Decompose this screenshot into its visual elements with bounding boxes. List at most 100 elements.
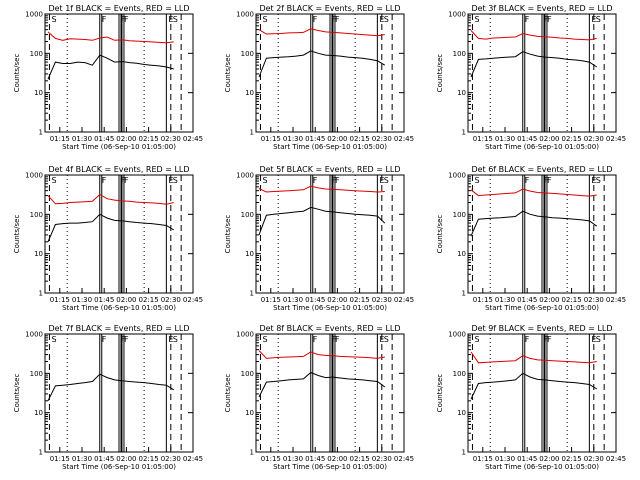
- marker-label: S: [262, 176, 267, 185]
- x-tick-label: 01:45: [305, 296, 325, 304]
- x-tick-label: 02:45: [183, 296, 203, 304]
- x-tick-label: 01:15: [50, 296, 70, 304]
- series-events-line: [470, 210, 598, 237]
- marker-label: S: [596, 176, 601, 185]
- x-tick-label: 02:15: [350, 455, 370, 463]
- marker-label: F: [547, 176, 552, 185]
- marker-label: F: [335, 335, 340, 344]
- x-tick-label: 02:00: [116, 455, 136, 463]
- marker-label: F: [102, 15, 107, 24]
- y-tick-label: 1000: [236, 172, 254, 180]
- marker-label: F: [547, 335, 552, 344]
- x-tick-label: 02:00: [327, 296, 347, 304]
- x-tick-label: 02:15: [139, 455, 159, 463]
- x-tick-label: 02:45: [606, 455, 626, 463]
- panel-title: Det 2f BLACK = Events, RED = LLD: [259, 4, 400, 13]
- x-tick-label: 01:30: [72, 455, 92, 463]
- panel-title: Det 1f BLACK = Events, RED = LLD: [48, 4, 189, 13]
- x-tick-label: 02:45: [606, 135, 626, 143]
- marker-label: S: [173, 335, 178, 344]
- marker-label: S: [596, 15, 601, 24]
- x-tick-label: 02:30: [584, 135, 604, 143]
- series-lld-line: [47, 31, 174, 44]
- x-tick-label: 02:15: [139, 135, 159, 143]
- panel-det-4: Det 4f BLACK = Events, RED = LLD 1 10 100 10…: [13, 165, 203, 312]
- series-lld-line: [47, 193, 174, 205]
- x-axis-label: Start Time (06-Sep-10 01:05:00): [485, 463, 599, 471]
- y-tick-label: 1000: [448, 331, 466, 339]
- marker-label: S: [262, 15, 267, 24]
- marker-label: S: [474, 335, 479, 344]
- y-tick-label: 100: [453, 50, 466, 58]
- y-axis-label: Counts/sec: [13, 374, 21, 413]
- y-tick-label: 1000: [448, 11, 466, 19]
- y-tick-label: 10: [34, 250, 43, 258]
- x-tick-label: 02:45: [183, 135, 203, 143]
- y-tick-label: 10: [245, 250, 254, 258]
- panel-title: Det 9f BLACK = Events, RED = LLD: [471, 324, 612, 333]
- x-axis-label: Start Time (06-Sep-10 01:05:00): [273, 463, 387, 471]
- x-tick-label: 01:45: [305, 135, 325, 143]
- marker-label: S: [384, 15, 389, 24]
- x-tick-label: 02:00: [327, 135, 347, 143]
- y-tick-label: 10: [457, 250, 466, 258]
- marker-label: S: [173, 15, 178, 24]
- panel-det-1: Det 1f BLACK = Events, RED = LLD 1 10 100 10…: [13, 4, 203, 151]
- x-tick-label: 01:15: [50, 455, 70, 463]
- series-events-line: [47, 213, 175, 242]
- marker-label: S: [384, 335, 389, 344]
- x-tick-label: 02:15: [562, 296, 582, 304]
- marker-label: F: [102, 335, 107, 344]
- x-tick-label: 02:30: [372, 135, 392, 143]
- y-tick-label: 10: [34, 409, 43, 417]
- y-axis-label: Counts/sec: [13, 54, 21, 93]
- marker-label: S: [51, 335, 56, 344]
- x-tick-label: 01:45: [94, 296, 114, 304]
- y-axis-label: Counts/sec: [436, 215, 444, 254]
- panel-det-2: Det 2f BLACK = Events, RED = LLD 1 10 100 10…: [224, 4, 414, 151]
- marker-label: F: [313, 15, 318, 24]
- series-events-line: [470, 51, 598, 78]
- x-axis-label: Start Time (06-Sep-10 01:05:00): [62, 463, 176, 471]
- marker-label: S: [51, 176, 56, 185]
- x-tick-label: 01:45: [517, 296, 537, 304]
- x-tick-label: 02:30: [372, 296, 392, 304]
- y-tick-label: 1000: [25, 11, 43, 19]
- panel-det-5: Det 5f BLACK = Events, RED = LLD 1 10 100 10…: [224, 165, 414, 312]
- y-tick-label: 1: [250, 129, 254, 137]
- y-axis-label: Counts/sec: [13, 215, 21, 254]
- y-axis-label: Counts/sec: [436, 54, 444, 93]
- series-lld-line: [470, 351, 597, 364]
- x-tick-label: 02:30: [161, 455, 181, 463]
- marker-label: F: [335, 176, 340, 185]
- x-tick-label: 02:00: [539, 296, 559, 304]
- panel-title: Det 8f BLACK = Events, RED = LLD: [259, 324, 400, 333]
- marker-label: S: [51, 15, 56, 24]
- y-tick-label: 100: [30, 370, 43, 378]
- marker-label: F: [124, 335, 129, 344]
- x-axis-label: Start Time (06-Sep-10 01:05:00): [62, 143, 176, 151]
- panel-det-3: Det 3f BLACK = Events, RED = LLD 1 10 100 10…: [436, 4, 626, 151]
- y-tick-label: 1: [250, 290, 254, 298]
- series-lld-line: [258, 28, 385, 37]
- marker-label: F: [547, 15, 552, 24]
- x-tick-label: 01:30: [72, 135, 92, 143]
- y-axis-label: Counts/sec: [224, 374, 232, 413]
- panel-title: Det 4f BLACK = Events, RED = LLD: [48, 165, 189, 174]
- x-tick-label: 02:15: [350, 296, 370, 304]
- series-lld-line: [258, 185, 385, 193]
- series-lld-line: [470, 188, 597, 197]
- x-tick-label: 01:15: [261, 455, 281, 463]
- x-tick-label: 02:00: [327, 455, 347, 463]
- x-tick-label: 01:15: [473, 455, 493, 463]
- x-tick-label: 01:30: [495, 296, 515, 304]
- x-tick-label: 01:45: [517, 455, 537, 463]
- series-lld-line: [470, 30, 597, 41]
- x-tick-label: 01:15: [261, 135, 281, 143]
- x-tick-label: 02:00: [539, 135, 559, 143]
- panel-title: Det 5f BLACK = Events, RED = LLD: [259, 165, 400, 174]
- panel-det-9: Det 9f BLACK = Events, RED = LLD 1 10 100 10…: [436, 324, 626, 471]
- x-tick-label: 01:30: [72, 296, 92, 304]
- panel-det-8: Det 8f BLACK = Events, RED = LLD 1 10 100 10…: [224, 324, 414, 471]
